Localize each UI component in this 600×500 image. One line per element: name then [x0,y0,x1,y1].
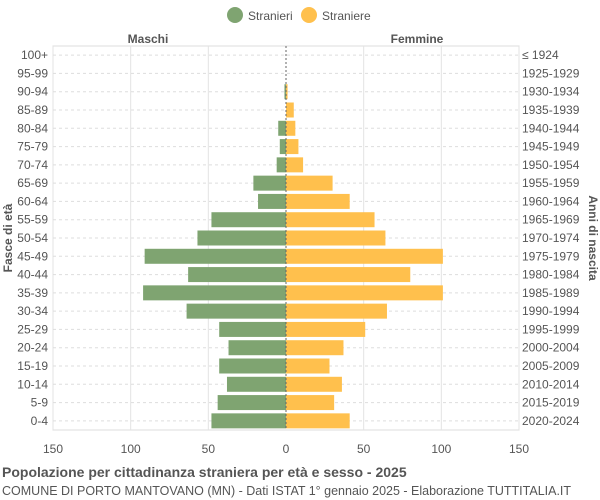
bar-female [286,413,350,429]
birth-year-label: 1935-1939 [522,103,580,117]
birth-year-label: 2010-2014 [522,377,580,391]
birth-year-label: 1960-1964 [522,194,580,208]
x-tick-label: 50 [357,442,371,456]
bar-male [219,321,286,337]
birth-year-label: 1930-1934 [522,85,580,99]
birth-year-label: 1990-1994 [522,304,580,318]
chart-title: Popolazione per cittadinanza straniera p… [2,464,407,480]
x-tick-label: 0 [283,442,290,456]
bar-male [253,175,286,191]
age-label: 90-94 [17,85,48,99]
y-axis-label-left: Fasce di età [1,203,15,272]
age-label: 80-84 [17,121,48,135]
birth-year-label: 1975-1979 [522,249,580,263]
birth-year-label: 2020-2024 [522,414,580,428]
bar-male [144,248,286,264]
birth-year-label: ≤ 1924 [522,48,559,62]
bar-female [286,267,411,283]
chart-subtitle: COMUNE DI PORTO MANTOVANO (MN) - Dati IS… [2,484,572,498]
birth-year-label: 1995-1999 [522,322,580,336]
legend-marker-straniere [301,7,317,23]
bar-male [279,139,286,155]
bar-female [286,303,387,319]
bar-female [286,157,304,173]
bar-male [258,193,286,209]
right-header: Femmine [391,32,444,46]
bar-female [286,285,443,301]
legend-label-straniere: Straniere [322,9,371,23]
bar-male [219,358,286,374]
age-label: 20-24 [17,341,48,355]
x-tick-label: 100 [121,442,141,456]
age-label: 25-29 [17,322,48,336]
bar-male [217,395,286,411]
age-label: 30-34 [17,304,48,318]
bar-male [284,84,286,100]
bar-female [286,248,443,264]
bar-male [211,212,286,228]
age-label: 5-9 [31,396,49,410]
bar-male [226,376,286,392]
birth-year-label: 1945-1949 [522,140,580,154]
bar-female [286,175,333,191]
bar-female [286,395,335,411]
birth-year-label: 1965-1969 [522,213,580,227]
birth-year-label: 1940-1944 [522,121,580,135]
bar-male [276,157,286,173]
left-header: Maschi [128,32,169,46]
x-tick-label: 100 [431,442,451,456]
age-label: 75-79 [17,140,48,154]
bar-female [286,230,386,246]
age-label: 60-64 [17,194,48,208]
birth-year-label: 1985-1989 [522,286,580,300]
birth-year-label: 1955-1959 [522,176,580,190]
age-label: 85-89 [17,103,48,117]
age-label: 35-39 [17,286,48,300]
age-label: 65-69 [17,176,48,190]
age-label: 10-14 [17,377,48,391]
bar-male [211,413,286,429]
age-label: 0-4 [31,414,49,428]
bar-female [286,139,299,155]
age-label: 50-54 [17,231,48,245]
bar-male [186,303,286,319]
legend-marker-stranieri [227,7,243,23]
bar-male [188,267,286,283]
birth-year-label: 2000-2004 [522,341,580,355]
bar-female [286,376,342,392]
birth-year-label: 2005-2009 [522,359,580,373]
bar-male [143,285,286,301]
bar-male [228,340,286,356]
x-tick-label: 50 [202,442,216,456]
bar-female [286,340,344,356]
x-tick-label: 150 [43,442,63,456]
bar-female [286,84,288,100]
bar-male [197,230,286,246]
bar-female [286,212,375,228]
age-label: 100+ [21,48,48,62]
age-label: 55-59 [17,213,48,227]
age-label: 40-44 [17,268,48,282]
bar-female [286,358,330,374]
birth-year-label: 2015-2019 [522,396,580,410]
bar-female [286,102,294,118]
x-tick-label: 150 [509,442,529,456]
age-label: 95-99 [17,66,48,80]
age-label: 70-74 [17,158,48,172]
bar-female [286,321,366,337]
age-label: 15-19 [17,359,48,373]
population-pyramid-chart: 150 100 50 0 50 100 150 100+ ≤ 1924 95-99 1925-192… [1,7,600,456]
y-axis-label-right: Anni di nascita [586,195,600,281]
bar-female [286,120,296,136]
birth-year-label: 1970-1974 [522,231,580,245]
bar-female [286,193,350,209]
age-label: 45-49 [17,249,48,263]
legend-label-stranieri: Stranieri [248,9,293,23]
birth-year-label: 1925-1929 [522,66,580,80]
birth-year-label: 1950-1954 [522,158,580,172]
birth-year-label: 1980-1984 [522,268,580,282]
bar-male [278,120,286,136]
